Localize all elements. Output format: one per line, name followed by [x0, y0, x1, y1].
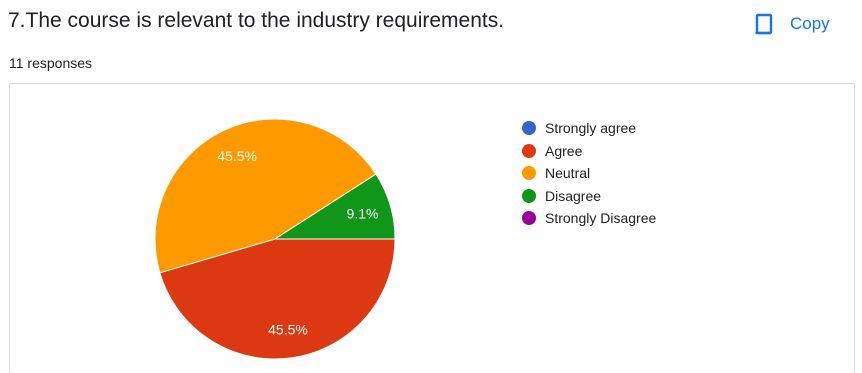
slice-label-disagree: 9.1%: [347, 205, 379, 221]
legend-label: Strongly Disagree: [545, 210, 657, 227]
legend-swatch: [522, 143, 536, 158]
legend-swatch: [522, 211, 536, 226]
legend: Strongly agree Agree Neutral Disagree Strong…: [522, 117, 656, 230]
legend-label: Neutral: [545, 165, 591, 182]
pie-slice-agree[interactable]: [159, 238, 396, 360]
question-title: 7.The course is relevant to the industry…: [8, 9, 505, 32]
chart-card: [9, 83, 855, 373]
legend-swatch: [522, 166, 536, 181]
legend-item-strongly-agree[interactable]: Strongly agree: [522, 117, 656, 140]
copy-label: Copy: [790, 14, 830, 33]
legend-swatch: [522, 121, 536, 136]
copy-icon: [752, 12, 776, 36]
response-count: 11 responses: [9, 55, 93, 71]
legend-label: Strongly agree: [545, 120, 637, 137]
slice-label-agree: 45.5%: [268, 321, 308, 337]
legend-label: Disagree: [545, 187, 602, 204]
pie-slice-neutral[interactable]: [154, 118, 377, 274]
copy-button[interactable]: Copy: [752, 10, 830, 38]
legend-label: Agree: [545, 142, 583, 159]
legend-item-disagree[interactable]: Disagree: [522, 185, 656, 208]
slice-label-neutral: 45.5%: [217, 148, 257, 164]
legend-item-strongly-disagree[interactable]: Strongly Disagree: [522, 207, 656, 230]
legend-item-neutral[interactable]: Neutral: [522, 162, 656, 185]
legend-item-agree[interactable]: Agree: [522, 140, 656, 163]
legend-swatch: [522, 188, 536, 203]
pie-slice-disagree[interactable]: [273, 173, 396, 240]
